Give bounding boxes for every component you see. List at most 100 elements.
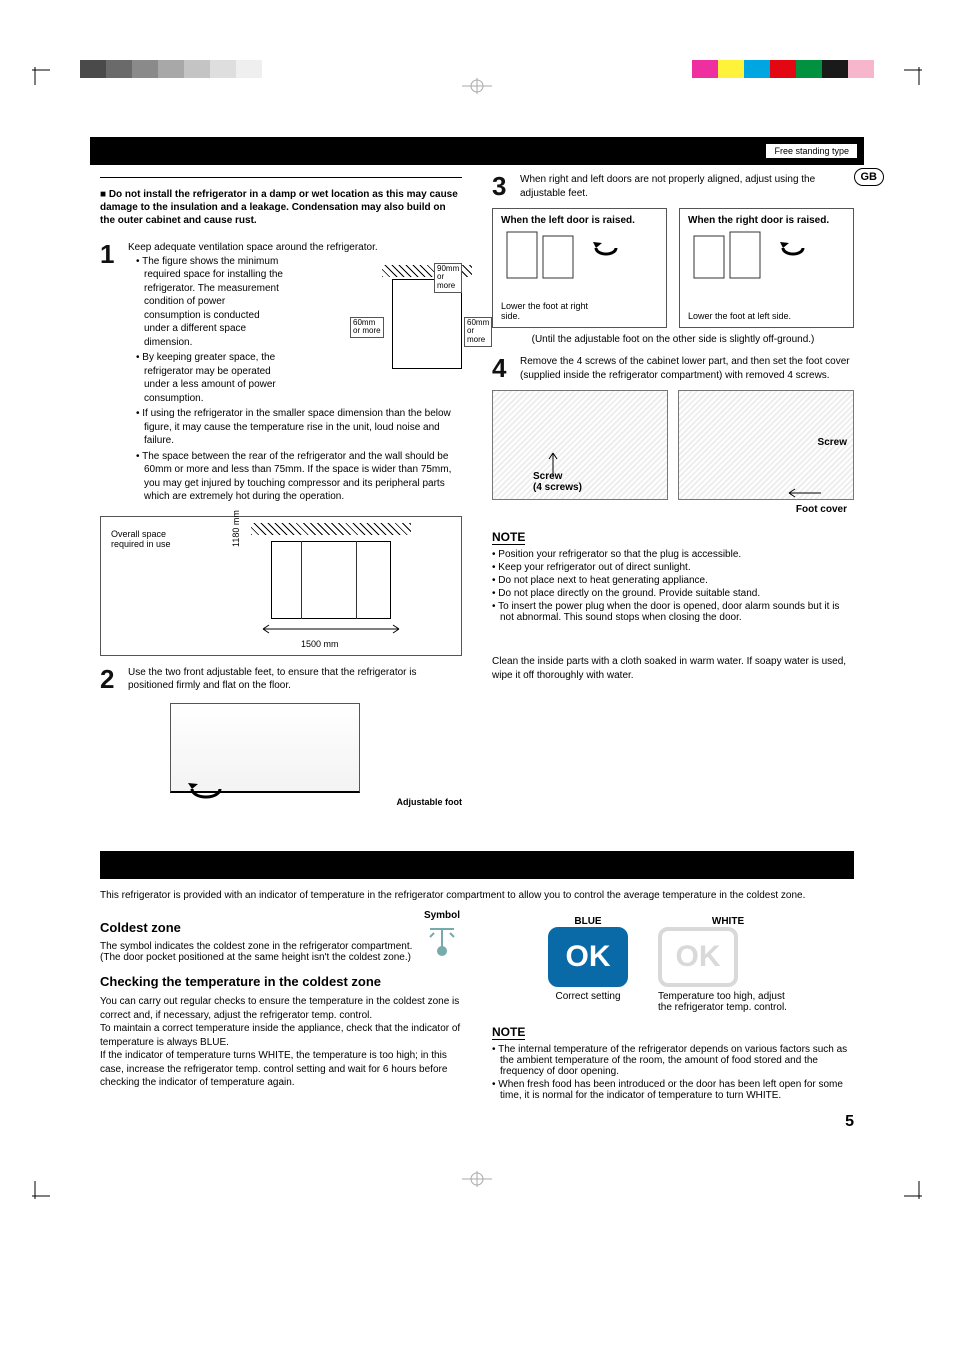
swatch: [158, 60, 184, 78]
step-4: 4 Remove the 4 screws of the cabinet low…: [492, 355, 854, 382]
note-item: When fresh food has been introduced or t…: [492, 1079, 854, 1101]
warn-bullet: ■: [100, 189, 106, 200]
crop-mark-icon: [904, 1181, 934, 1211]
step1-bullets-cont: If using the refrigerator in the smaller…: [136, 407, 462, 504]
correct-setting: Correct setting: [548, 991, 628, 1002]
step2-text: Use the two front adjustable feet, to en…: [128, 666, 462, 693]
coldest-heading: Coldest zone: [100, 920, 422, 935]
adjustable-foot-figure: Adjustable foot: [100, 703, 462, 823]
region-badge: GB: [854, 168, 885, 186]
foot-callout: Adjustable foot: [397, 797, 463, 807]
crop-mark-icon: [20, 55, 50, 85]
warn-text: Do not install the refrigerator in a dam…: [100, 189, 458, 226]
swatch: [692, 60, 718, 78]
swatch: [184, 60, 210, 78]
door-icon: [501, 226, 658, 286]
clearance-figure: 90mm or more 60mm or more 60mm or more: [292, 259, 462, 379]
thermometer-icon: [422, 921, 462, 961]
note-item: The internal temperature of the refriger…: [492, 1044, 854, 1077]
coldest-sub: (The door pocket positioned at the same …: [100, 952, 422, 963]
thermal-left: Coldest zone The symbol indicates the co…: [100, 910, 462, 1103]
pointer-arrow-icon: [543, 449, 563, 479]
white-label: WHITE: [658, 916, 798, 927]
band-label: Free standing type: [765, 143, 858, 159]
right-column: 3 When right and left doors are not prop…: [492, 173, 854, 833]
section-divider: [100, 851, 854, 879]
bullet-item: The figure shows the minimum required sp…: [136, 255, 284, 350]
bullet-item: If using the refrigerator in the smaller…: [136, 407, 462, 448]
pointer-arrow-icon: [783, 483, 823, 503]
swatch: [718, 60, 744, 78]
crop-mark-icon: [904, 55, 934, 85]
door-alignment-figure: When the left door is raised. Lower the …: [492, 208, 854, 328]
note-item: Keep your refrigerator out of direct sun…: [492, 562, 854, 573]
step3-text: When right and left doors are not proper…: [520, 173, 854, 200]
swatch: [822, 60, 848, 78]
note-item: Do not place next to heat generating app…: [492, 575, 854, 586]
step4-text: Remove the 4 screws of the cabinet lower…: [520, 355, 854, 382]
swatch: [848, 60, 874, 78]
check-heading: Checking the temperature in the coldest …: [100, 974, 462, 989]
thermal-note-heading: NOTE: [492, 1025, 525, 1040]
top-clearance-sub: or more: [437, 272, 455, 290]
thermal-notes: The internal temperature of the refriger…: [492, 1044, 854, 1101]
door-icon: [688, 226, 845, 286]
width-dim: 1500 mm: [301, 639, 339, 649]
bullet-item: By keeping greater space, the refrigerat…: [136, 351, 284, 405]
step-number: 1: [100, 241, 120, 506]
check-text: You can carry out regular checks to ensu…: [100, 995, 462, 1090]
thermal-intro: This refrigerator is provided with an in…: [100, 889, 854, 903]
swatch: [666, 60, 692, 78]
door-caption: (Until the adjustable foot on the other …: [492, 334, 854, 345]
gray-swatches: [80, 60, 288, 78]
thermal-right: BLUE OK Correct setting WHITE OK Tempera…: [492, 910, 854, 1103]
right-door-title: When the right door is raised.: [688, 215, 845, 226]
swatch: [236, 60, 262, 78]
too-high-text: Temperature too high, adjust the refrige…: [658, 991, 798, 1013]
swatch: [770, 60, 796, 78]
install-notes: Position your refrigerator so that the p…: [492, 549, 854, 623]
bullet-item: The space between the rear of the refrig…: [136, 450, 462, 504]
fold-mark-icon: [0, 1171, 954, 1190]
left-door-hint: Lower the foot at right side.: [501, 301, 605, 321]
step-2: 2 Use the two front adjustable feet, to …: [100, 666, 462, 693]
before-use-text: Clean the inside parts with a cloth soak…: [492, 655, 854, 682]
foot-cover-label: Foot cover: [796, 504, 847, 515]
coldest-text: The symbol indicates the coldest zone in…: [100, 941, 422, 952]
rotate-arrow-icon: [186, 775, 226, 803]
page-number: 5: [0, 1113, 854, 1131]
swatch: [796, 60, 822, 78]
blue-label: BLUE: [548, 916, 628, 927]
swatch: [262, 60, 288, 78]
note-heading: NOTE: [492, 530, 525, 545]
top-clearance: 90mm: [437, 264, 459, 273]
calibration-strip: [0, 0, 954, 78]
left-column: ■ Do not install the refrigerator in a d…: [100, 173, 462, 833]
swatch: [106, 60, 132, 78]
step-1: 1 Keep adequate ventilation space around…: [100, 241, 462, 506]
note-item: Do not place directly on the ground. Pro…: [492, 588, 854, 599]
side-clearance-r-sub: or more: [467, 326, 485, 344]
note-item: To insert the power plug when the door i…: [492, 601, 854, 623]
warning-block: ■ Do not install the refrigerator in a d…: [100, 188, 462, 227]
right-door-hint: Lower the foot at left side.: [688, 311, 792, 321]
step-number: 4: [492, 355, 512, 382]
swatch: [80, 60, 106, 78]
swatch: [132, 60, 158, 78]
side-clearance-r: 60mm: [467, 318, 489, 327]
section-band: Free standing type: [90, 137, 864, 165]
step-number: 3: [492, 173, 512, 200]
side-clearance-l: 60mm: [353, 318, 375, 327]
ok-white-icon: OK: [658, 927, 738, 987]
step-lead: Keep adequate ventilation space around t…: [128, 241, 462, 255]
dim-arrows-icon: [261, 623, 401, 635]
screw-count: (4 screws): [533, 482, 582, 493]
note-item: Position your refrigerator so that the p…: [492, 549, 854, 560]
step1-bullets: The figure shows the minimum required sp…: [136, 255, 284, 406]
fold-mark-icon: [0, 78, 954, 97]
swatch: [744, 60, 770, 78]
swatch: [210, 60, 236, 78]
color-swatches: [666, 60, 874, 78]
foot-cover-figure: Screw (4 screws) Screw Foot cover: [492, 390, 854, 500]
height-dim: 1180 mm: [231, 510, 241, 547]
